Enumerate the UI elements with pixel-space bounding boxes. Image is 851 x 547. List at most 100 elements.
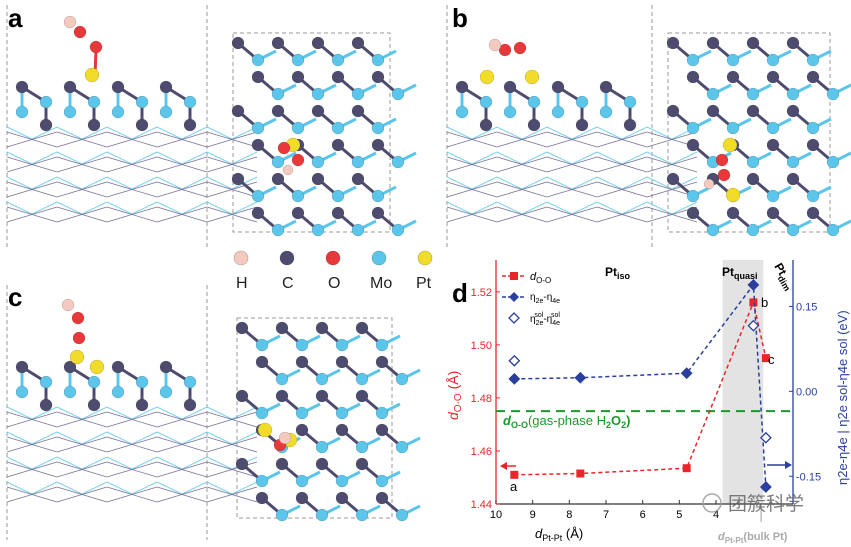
bond bbox=[596, 156, 648, 173]
bond bbox=[621, 126, 648, 140]
bond bbox=[56, 151, 83, 165]
bond bbox=[156, 131, 208, 148]
bond bbox=[446, 181, 498, 198]
bond bbox=[31, 481, 58, 495]
bond bbox=[81, 126, 108, 140]
atom-c bbox=[686, 206, 700, 220]
atom-o bbox=[513, 41, 527, 55]
atom-c bbox=[766, 138, 780, 152]
bond bbox=[546, 151, 573, 165]
atom-mo bbox=[291, 189, 305, 203]
bond bbox=[206, 411, 258, 428]
bond bbox=[646, 131, 698, 148]
cell-boundary bbox=[232, 32, 391, 233]
atom-mo bbox=[15, 385, 29, 399]
atom-mo bbox=[251, 189, 265, 203]
panel-label-c: c bbox=[8, 282, 22, 312]
atom-pt bbox=[479, 69, 495, 85]
atom-pt bbox=[257, 422, 273, 438]
atom-mo bbox=[351, 223, 365, 237]
bond bbox=[521, 151, 548, 165]
atom-c bbox=[355, 321, 369, 335]
side-view bbox=[6, 5, 258, 250]
atom-mo bbox=[395, 372, 409, 386]
series-line-1 bbox=[514, 282, 767, 488]
data-point-open-diamond bbox=[759, 431, 772, 444]
atom-c bbox=[271, 36, 285, 50]
atom-mo bbox=[111, 385, 125, 399]
atom-c bbox=[455, 80, 469, 94]
bond bbox=[496, 176, 523, 190]
atom-c bbox=[551, 80, 565, 94]
atom-mo bbox=[183, 95, 197, 109]
atom-c bbox=[666, 36, 680, 50]
atom-mo bbox=[826, 155, 840, 169]
bond bbox=[471, 151, 498, 165]
bond bbox=[546, 176, 573, 190]
atom-mo bbox=[39, 375, 53, 389]
side-view bbox=[6, 285, 258, 540]
bond bbox=[496, 181, 548, 198]
bond bbox=[106, 481, 133, 495]
element-o-label: O bbox=[328, 275, 340, 292]
data-point-diamond bbox=[680, 367, 693, 380]
atom-c bbox=[786, 36, 800, 50]
bond bbox=[31, 151, 58, 165]
bond bbox=[496, 151, 523, 165]
bond bbox=[156, 181, 208, 198]
wechat-icon bbox=[702, 493, 722, 513]
bond bbox=[521, 201, 548, 215]
bond bbox=[81, 431, 108, 445]
atom-c bbox=[231, 36, 245, 50]
bond bbox=[106, 456, 133, 470]
side-view bbox=[446, 5, 698, 250]
y-left-tick-label: 1.48 bbox=[471, 393, 492, 405]
bond bbox=[156, 151, 183, 165]
bond bbox=[131, 406, 158, 420]
shaded-region bbox=[722, 260, 764, 504]
atom-mo bbox=[63, 385, 77, 399]
x-tick-label: 10 bbox=[490, 509, 502, 521]
atom-c bbox=[331, 138, 345, 152]
element-c-swatch bbox=[279, 250, 295, 266]
atom-mo bbox=[395, 440, 409, 454]
element-pt-swatch bbox=[417, 250, 433, 266]
bond bbox=[106, 431, 133, 445]
atom-mo bbox=[746, 87, 760, 101]
bond bbox=[206, 176, 233, 190]
atom-c bbox=[275, 321, 289, 335]
data-point-square bbox=[510, 470, 519, 479]
data-point-diamond bbox=[574, 371, 587, 384]
atom-mo bbox=[255, 474, 269, 488]
atom-c bbox=[311, 104, 325, 118]
bond bbox=[6, 206, 58, 223]
atom-mo bbox=[786, 223, 800, 237]
atom-mo bbox=[479, 95, 493, 109]
bond bbox=[56, 481, 83, 495]
panel-label-d: d bbox=[452, 278, 468, 308]
atom-pt bbox=[725, 187, 741, 203]
atom-mo bbox=[291, 53, 305, 67]
atom-mo bbox=[503, 105, 517, 119]
atom-mo bbox=[746, 155, 760, 169]
atom-mo bbox=[746, 223, 760, 237]
top-view bbox=[231, 32, 417, 237]
atom-c bbox=[295, 423, 309, 437]
x-tick-label: 5 bbox=[676, 509, 682, 521]
legend-square-marker bbox=[510, 272, 518, 280]
atom-c bbox=[527, 118, 541, 132]
atom-o bbox=[73, 25, 87, 39]
atom-o bbox=[72, 331, 86, 345]
bond bbox=[56, 181, 108, 198]
bond bbox=[471, 176, 498, 190]
atom-c bbox=[746, 172, 760, 186]
atom-c bbox=[231, 104, 245, 118]
atom-c bbox=[351, 104, 365, 118]
atom-pt bbox=[84, 67, 100, 83]
x-axis-label: dPt-Pt (Å) bbox=[535, 526, 583, 543]
bond bbox=[571, 126, 598, 140]
atom-c bbox=[351, 172, 365, 186]
atom-c bbox=[375, 355, 389, 369]
atom-mo bbox=[371, 53, 385, 67]
bond bbox=[621, 176, 648, 190]
